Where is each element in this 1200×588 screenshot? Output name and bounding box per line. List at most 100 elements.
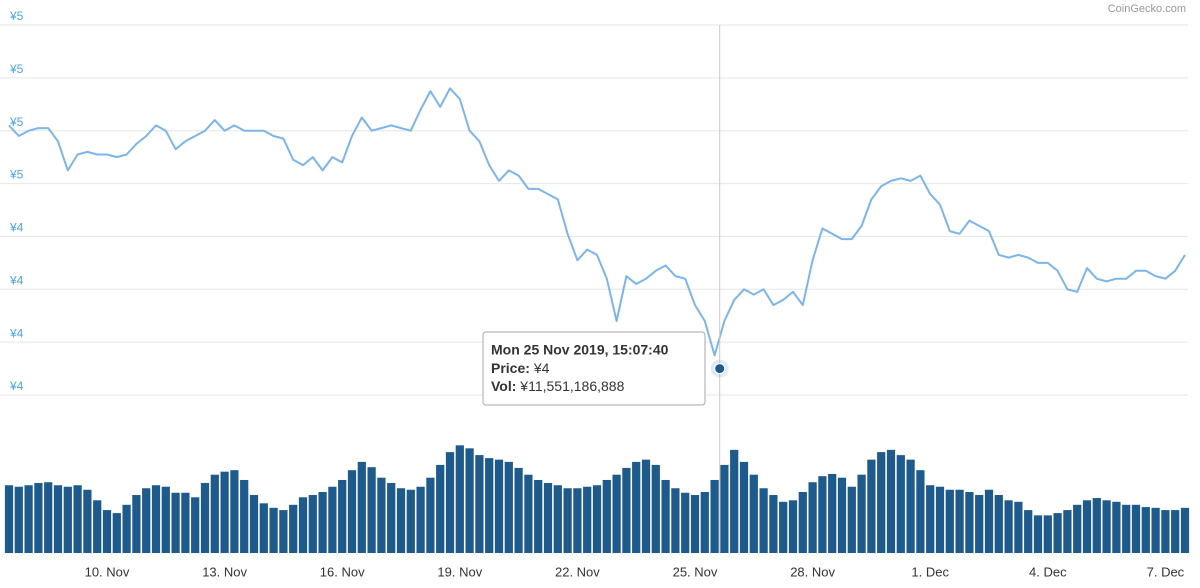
volume-bar [230, 470, 239, 553]
volume-bar [769, 495, 778, 553]
volume-bar [828, 473, 837, 553]
volume-bar [63, 486, 72, 553]
volume-bar [1082, 500, 1092, 553]
volume-bar [1014, 501, 1023, 553]
x-tick-label: 19. Nov [437, 564, 482, 579]
volume-bar [1112, 501, 1121, 553]
y-tick-label: ¥4 [9, 273, 24, 287]
grid [0, 24, 1188, 396]
volume-bar [367, 467, 376, 553]
volume-bar [416, 486, 425, 553]
y-tick-label: ¥5 [9, 9, 24, 23]
volume-bar [504, 461, 513, 553]
volume-bar [465, 448, 474, 553]
volume-bar [377, 477, 386, 553]
tooltip-volume-value: ¥11,551,186,888 [519, 378, 624, 394]
volume-bar [975, 495, 984, 553]
volume-bar [1151, 507, 1160, 553]
volume-bar [573, 488, 582, 553]
volume-bar [1033, 515, 1043, 553]
volume-bar [132, 495, 141, 553]
volume-bar [583, 486, 592, 553]
volume-bar [387, 482, 396, 553]
volume-bar [612, 474, 621, 553]
volume-bar [661, 479, 670, 553]
x-tick-label: 7. Dec [1147, 564, 1185, 579]
x-tick-label: 10. Nov [85, 564, 130, 579]
volume-bar [671, 488, 680, 553]
volume-bar [122, 504, 131, 553]
volume-bar [142, 488, 151, 553]
volume-bar [847, 486, 856, 553]
volume-bar [161, 486, 170, 553]
volume-bar [73, 485, 82, 553]
volume-bar [210, 474, 219, 553]
volume-bar [445, 452, 455, 553]
volume-bar [935, 486, 945, 553]
volume-bar [171, 492, 180, 553]
hover-marker [714, 363, 726, 375]
volume-bar [632, 461, 641, 553]
volume-bar [955, 489, 964, 553]
volume-bar [1053, 513, 1062, 553]
volume-bar [151, 485, 161, 553]
volume-bar [259, 503, 268, 553]
volume-bar [926, 485, 935, 553]
y-tick-label: ¥4 [9, 326, 24, 340]
y-tick-label: ¥5 [9, 62, 24, 76]
volume-bar [514, 467, 523, 553]
volume-bar [475, 455, 484, 553]
volume-bar [34, 482, 43, 553]
volume-bar [798, 492, 807, 553]
volume-bar [808, 482, 817, 553]
credit: CoinGecko.com [1108, 3, 1186, 15]
volume-bar [1043, 515, 1052, 553]
volume-bar [651, 464, 660, 553]
volume-bar [1063, 510, 1072, 553]
volume-bar [994, 495, 1003, 553]
volume-bar [857, 474, 866, 553]
volume-bar [534, 479, 543, 553]
labels: ¥5 ¥5 ¥5 ¥5 ¥4 ¥4 ¥4 ¥4 10. Nov 13. Nov 16. Nov 19.… [9, 9, 1185, 579]
volume-bar [53, 485, 63, 553]
volume-bar [877, 452, 886, 553]
volume-bar [1171, 510, 1180, 553]
y-tick-label: ¥5 [9, 115, 24, 129]
volume-bar [1180, 507, 1190, 553]
volume-bar [1122, 504, 1131, 553]
y-tick-label: ¥5 [9, 168, 24, 182]
tooltip-box [482, 331, 706, 406]
volume-bar [1092, 498, 1101, 553]
volume-bar [592, 485, 602, 553]
volume-bar [494, 459, 504, 553]
volume-bar [818, 476, 827, 553]
x-tick-label: 25. Nov [673, 564, 718, 579]
volume-bar [289, 504, 298, 553]
volume-bar [641, 459, 651, 553]
x-tick-label: 13. Nov [202, 564, 247, 579]
volume-bar [328, 486, 337, 553]
y-tick-label: ¥4 [9, 379, 24, 393]
volume-bar [690, 495, 700, 553]
volume-bar [1161, 510, 1170, 553]
volume-bar [906, 459, 915, 553]
tooltip-volume: Vol: ¥11,551,186,888 [491, 378, 625, 394]
volume-bar [749, 474, 758, 553]
tooltip-title: Mon 25 Nov 2019, 15:07:40 [491, 342, 669, 358]
volume-bar [220, 471, 229, 553]
x-tick-label: 28. Nov [790, 564, 835, 579]
tooltip-price: Price: ¥4 [491, 360, 550, 376]
y-tick-label: ¥4 [9, 221, 24, 235]
volume-bar [181, 492, 190, 553]
volume-bar [44, 482, 53, 553]
x-tick-label: 22. Nov [555, 564, 600, 579]
volume-bar [93, 500, 102, 553]
volume-bar [308, 495, 317, 553]
volume-bar [622, 467, 631, 553]
volume-bar [455, 445, 464, 553]
volume-bar [4, 485, 14, 553]
volume-bar [916, 470, 925, 553]
volume-bar [779, 501, 788, 553]
price-line [8, 87, 1186, 357]
